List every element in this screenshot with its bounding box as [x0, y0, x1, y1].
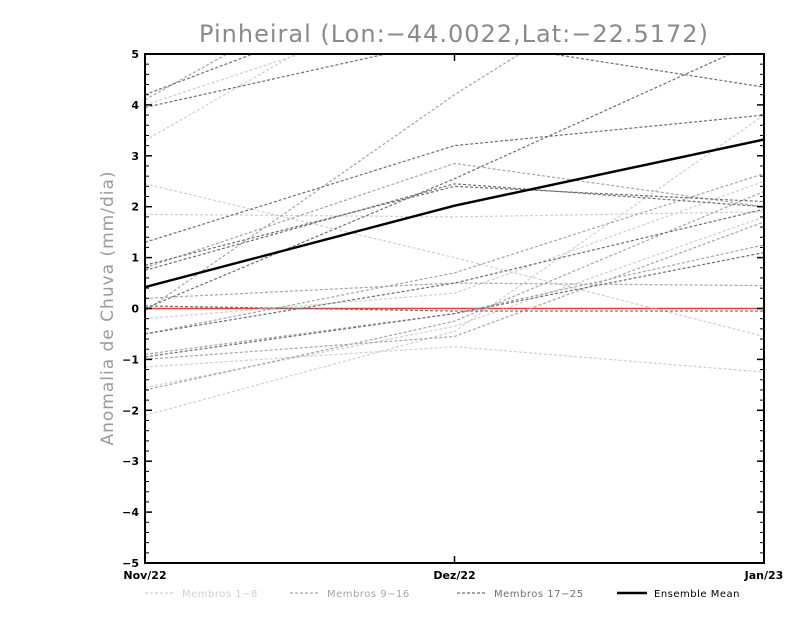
y-tick-label: 5	[131, 48, 139, 61]
chart-title: Pinheiral (Lon:−44.0022,Lat:−22.5172)	[199, 20, 709, 48]
series-line-group-9-16-6	[145, 244, 764, 355]
y-tick-label: 3	[131, 150, 139, 163]
series-line-group-9-16-8	[145, 221, 764, 360]
y-tick-label: 0	[131, 303, 139, 316]
y-axis-label: Anomalia de Chuva (mm/dia)	[98, 170, 118, 445]
series-line-group-1-8-5	[145, 180, 764, 320]
series-line-group-17-25-3	[145, 114, 764, 243]
legend-label-group-17-25: Membros 17−25	[494, 589, 584, 600]
y-tick-label: 2	[131, 201, 139, 214]
series-line-group-17-25-4	[145, 185, 764, 266]
series-line-group-17-25-9	[145, 183, 764, 271]
series-line-group-17-25-2	[145, 54, 764, 109]
series-line-group-1-8-8	[145, 114, 764, 416]
series-line-group-17-25-8	[145, 251, 764, 358]
y-tick-label: −3	[122, 455, 139, 468]
series-line-group-17-25-5	[145, 54, 732, 310]
x-tick-label: Dez/22	[433, 569, 475, 582]
axes: −5 −4 −3 −2 −1 0 1 2 3 4 5 Nov/22 Dez/22 Jan/23	[122, 48, 783, 582]
y-tick-label: −2	[122, 404, 139, 417]
series-line-group-1-8-3	[145, 183, 764, 338]
legend: Membros 1−8 Membros 9−16 Membros 17−25 Ense…	[145, 589, 740, 600]
legend-label-group-9-16: Membros 9−16	[327, 589, 410, 600]
series-line-group-9-16-5	[145, 282, 764, 299]
series-line-group-9-16-4	[145, 173, 764, 335]
y-tick-label: 4	[131, 99, 139, 112]
legend-label-mean: Ensemble Mean	[654, 589, 740, 600]
series-line-group-9-16-1	[145, 54, 229, 101]
series-line-group-1-8-4	[145, 211, 764, 218]
series-line-group-17-25-1	[145, 54, 255, 96]
series-line-group-17-25-7	[145, 305, 764, 312]
series-line-group-1-8-6	[145, 346, 764, 373]
x-tick-label: Jan/23	[744, 569, 784, 582]
series-line-ensemble-mean	[145, 138, 764, 289]
series-line-group-1-8-7	[145, 216, 764, 388]
x-tick-label: Nov/22	[123, 569, 166, 582]
y-tick-label: −4	[122, 506, 139, 519]
series-line-group-17-25-6	[145, 208, 764, 335]
series-line-group-9-16-7	[145, 190, 764, 391]
y-tick-label: −1	[122, 353, 139, 366]
legend-label-group-1-8: Membros 1−8	[182, 589, 258, 600]
series-line-group-1-8-2	[145, 54, 302, 106]
y-tick-label: 1	[131, 252, 139, 265]
series-line-group-9-16-3	[145, 162, 764, 269]
y-tick-label: −5	[122, 557, 139, 570]
series-layer	[145, 54, 764, 416]
